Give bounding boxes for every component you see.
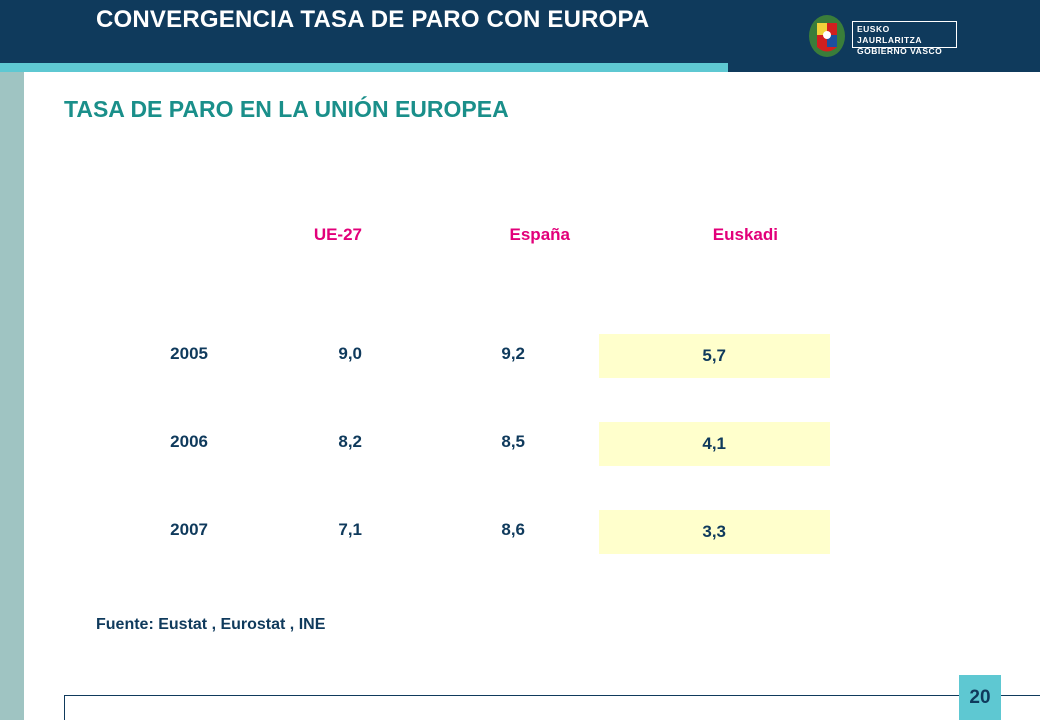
footer-tick [64,695,65,720]
header-stripe [0,63,728,72]
column-header-espana: España [509,225,570,244]
source-note: Fuente: Eustat , Eurostat , INE [96,616,326,633]
column-header-euskadi: Euskadi [712,225,778,244]
column-header-ue27: UE-27 [313,225,362,244]
section-subtitle: TASA DE PARO EN LA UNIÓN EUROPEA [64,96,509,122]
cell-ue27: 9,0 [338,344,362,363]
cell-ue27: 8,2 [338,432,362,451]
row-year: 2007 [170,520,208,539]
basque-coat-of-arms-icon [809,15,845,57]
cell-ue27: 7,1 [338,520,362,539]
row-year: 2006 [170,432,208,451]
row-year: 2005 [170,344,208,363]
page-number: 20 [959,675,1001,720]
logo-line-2: GOBIERNO VASCO [857,46,943,56]
cell-euskadi: 4,1 [599,422,830,466]
cell-euskadi: 5,7 [599,334,830,378]
cell-euskadi: 3,3 [599,510,830,554]
cell-espana: 8,5 [501,432,525,451]
cell-espana: 9,2 [501,344,525,363]
logo-line-1: EUSKO JAURLARITZA [857,24,922,45]
left-side-bar [0,72,24,720]
footer-rule [64,695,1040,696]
logo-text-box: EUSKO JAURLARITZA GOBIERNO VASCO [852,21,957,56]
cell-espana: 8,6 [501,520,525,539]
slide-title: CONVERGENCIA TASA DE PARO CON EUROPA [96,6,650,33]
header-bar: CONVERGENCIA TASA DE PARO CON EUROPA EUS… [0,0,1040,72]
